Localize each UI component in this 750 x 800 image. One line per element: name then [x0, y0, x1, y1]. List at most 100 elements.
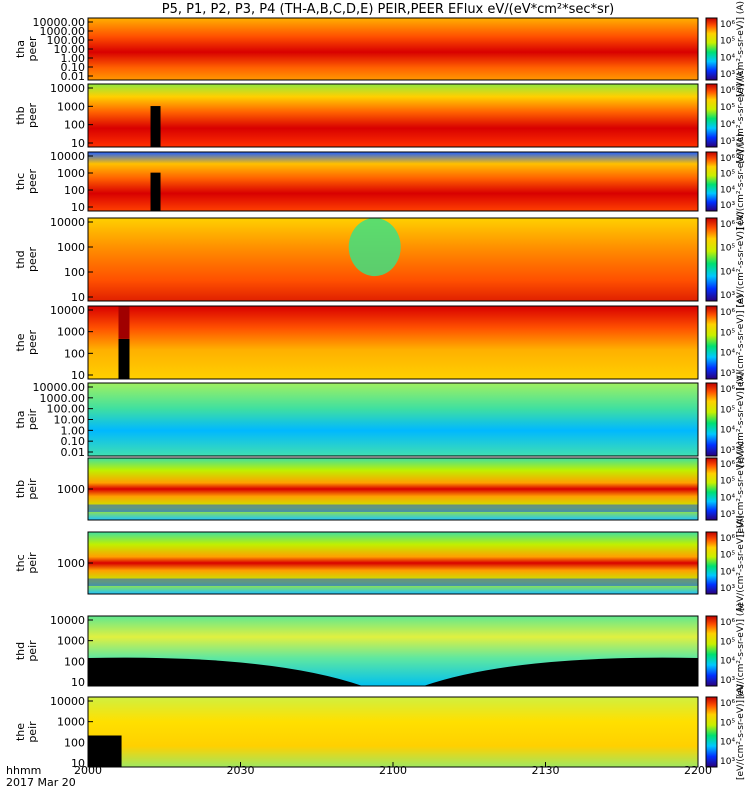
y-tick-label: 100 — [64, 736, 85, 749]
colorbar-tick-label: 10³ — [720, 676, 735, 686]
y-tick-label: 100 — [64, 119, 85, 132]
y-tick-label: 1000 — [57, 167, 85, 180]
panel-frame — [87, 217, 699, 302]
colorbar — [705, 531, 718, 595]
colorbar-tick-label: 10⁶ — [720, 20, 735, 30]
colorbar-tick-label: 10⁶ — [720, 699, 735, 709]
y-tick-label: 100 — [64, 266, 85, 279]
colorbar-tick-label: 10³ — [720, 584, 735, 594]
low-flux-region — [348, 218, 401, 277]
colorbar-tick-label: 10⁴ — [720, 349, 735, 359]
y-tick-label: 10000.00 — [33, 16, 86, 29]
y-tick-label: 1000 — [57, 557, 85, 570]
colorbar-tick-label: 10⁵ — [720, 637, 735, 647]
colorbar-label: [eV/(cm²-s-sr-eV)] (A) — [736, 441, 746, 537]
y-tick-label: 0.10 — [61, 61, 86, 74]
colorbar-tick-label: 10⁵ — [720, 328, 735, 338]
data-gap-block — [150, 106, 161, 147]
panels: 10000.001000.00100.0010.001.000.100.01th… — [14, 1, 746, 780]
colorbar-tick-label: 10⁴ — [720, 493, 735, 503]
colorbar-label: [eV/(cm²-s-sr-eV)] (A) — [736, 294, 746, 390]
panel-label: thapeir — [14, 408, 39, 430]
y-tick-label: 100.00 — [47, 403, 86, 416]
colorbar — [705, 217, 718, 302]
colorbar-tick-label: 10³ — [720, 510, 735, 520]
y-tick-label: 10000 — [50, 614, 85, 627]
y-tick-label: 1000.00 — [40, 25, 86, 38]
y-tick-label: 1000 — [57, 241, 85, 254]
data-gap-block — [118, 338, 130, 379]
y-tick-label: 100 — [64, 347, 85, 360]
colorbar-label: [eV/(cm²-s-sr-eV)] (A) — [736, 515, 746, 611]
y-tick-label: 100 — [64, 655, 85, 668]
colorbar-tick-label: 10⁴ — [720, 120, 735, 130]
colorbar-tick-label: 10⁵ — [720, 718, 735, 728]
colorbar-tick-label: 10³ — [720, 369, 735, 379]
colorbar-label: [eV/(cm²-s-sr-eV)] (A) — [736, 1, 746, 97]
panel-label: thcpeer — [14, 169, 39, 195]
chart-title: P5, P1, P2, P3, P4 (TH-A,B,C,D,E) PEIR,P… — [162, 2, 615, 17]
panel-label: thdpeer — [14, 247, 39, 273]
colorbar-tick-label: 10³ — [720, 446, 735, 456]
panel-label: thapeer — [14, 36, 39, 62]
y-tick-label: 10000 — [50, 216, 85, 229]
y-tick-label: 0.01 — [61, 446, 86, 459]
colorbar-label: [eV/(cm²-s-sr-eV)] (A) — [736, 603, 746, 699]
colorbar-tick-label: 10⁵ — [720, 37, 735, 47]
colorbar — [705, 696, 718, 768]
colorbar-tick-label: 10⁵ — [720, 551, 735, 561]
colorbar-tick-label: 10⁴ — [720, 657, 735, 667]
colorbar-tick-label: 10⁶ — [720, 220, 735, 230]
colorbar-label: [eV/(cm²-s-sr-eV)] (A) — [736, 211, 746, 307]
panel-label: thbpeir — [14, 478, 39, 500]
spectrogram-image — [88, 383, 698, 456]
colorbar-tick-label: 10⁴ — [720, 567, 735, 577]
x-tick-label: 2000 — [74, 764, 102, 777]
y-tick-label: 1000.00 — [40, 392, 86, 405]
colorbar-tick-label: 10⁶ — [720, 618, 735, 628]
colorbar-tick-label: 10⁵ — [720, 170, 735, 180]
y-tick-label: 10 — [71, 201, 85, 214]
colorbar-tick-label: 10⁶ — [720, 308, 735, 318]
x-axis-label-date: 2017 Mar 20 — [6, 776, 76, 789]
y-tick-label: 10.00 — [54, 43, 86, 56]
panel-label: thbpeer — [14, 103, 39, 129]
colorbar-tick-label: 10⁴ — [720, 738, 735, 748]
colorbar — [705, 151, 718, 212]
spectrogram-image — [88, 84, 698, 147]
colorbar-tick-label: 10⁴ — [720, 267, 735, 277]
y-tick-label: 10 — [71, 137, 85, 150]
y-tick-label: 10 — [71, 757, 85, 770]
y-tick-label: 10 — [71, 676, 85, 689]
no-data-region — [423, 657, 698, 686]
spectrogram-image — [88, 697, 698, 767]
colorbar — [705, 305, 718, 380]
panel-the-peir: 10000 1000 100 10 thepeir 10³ 10⁴ 10⁵ 10⁶ [eV/(cm… — [14, 684, 746, 780]
colorbar-tick-label: 10⁵ — [720, 405, 735, 415]
y-tick-label: 10000 — [50, 82, 85, 95]
y-tick-label: 1000 — [57, 716, 85, 729]
y-tick-label: 10 — [71, 291, 85, 304]
y-tick-label: 10000.00 — [33, 381, 86, 394]
colorbar — [705, 17, 718, 81]
data-gap-block — [150, 172, 161, 211]
no-data-region — [88, 735, 122, 767]
colorbar-tick-label: 10³ — [720, 70, 735, 80]
colorbar — [705, 83, 718, 148]
colorbar-tick-label: 10³ — [720, 137, 735, 147]
colorbar-tick-label: 10⁶ — [720, 154, 735, 164]
colorbar-label: [eV/(cm²-s-sr-eV)] (A) — [736, 133, 746, 229]
colorbar-tick-label: 10⁵ — [720, 477, 735, 487]
y-tick-label: 10000 — [50, 150, 85, 163]
colorbar-tick-label: 10³ — [720, 757, 735, 767]
y-tick-label: 10.00 — [54, 414, 86, 427]
x-tick-label: 2100 — [379, 764, 407, 777]
spectrogram-image — [88, 152, 698, 211]
panel-thd-peir: 10000 1000 100 10 thdpeir 10³ 10⁴ 10⁵ 10⁶ [eV/(cm… — [14, 603, 746, 699]
x-tick-label: 2200 — [684, 764, 712, 777]
low-flux-band — [88, 504, 698, 512]
panel-frame — [87, 305, 699, 380]
